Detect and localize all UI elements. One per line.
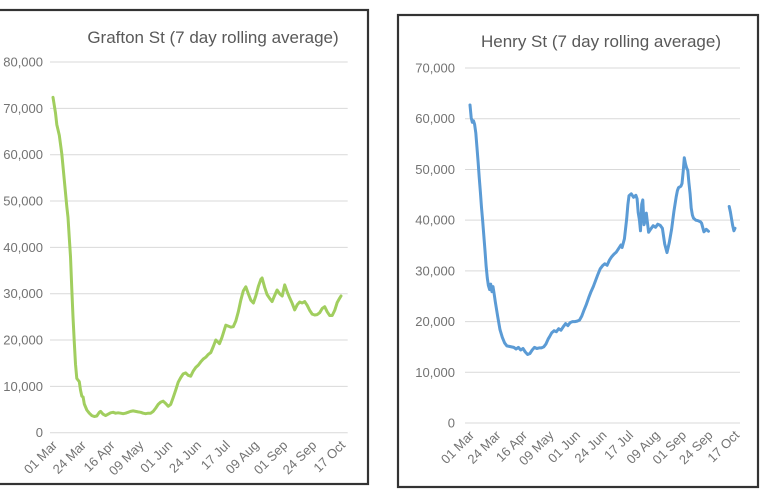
y-tick-label: 60,000 [3,147,43,162]
grafton-chart-title: Grafton St (7 day rolling average) [87,28,338,47]
series-line [727,205,737,233]
y-tick-label: 70,000 [415,61,455,76]
henry-chart: 0 10,000 20,000 30,000 40,000 50,000 60,000 70,… [396,13,760,489]
y-tick-label: 0 [448,416,455,431]
x-tick-label: 17 Oct [310,437,348,475]
henry-series [468,103,737,356]
y-tick-label: 50,000 [415,162,455,177]
y-tick-label: 0 [36,425,43,440]
henry-chart-border [396,13,760,489]
y-tick-label: 70,000 [3,101,43,116]
y-tick-label: 10,000 [3,379,43,394]
grafton-chart-border [0,8,370,486]
x-tick-label: 24 Jun [166,438,204,476]
y-tick-label: 20,000 [3,333,43,348]
series-line [51,95,343,418]
grafton-chart: 0 10,000 20,000 30,000 40,000 50,000 60,000 70,… [0,8,370,486]
y-tick-label: 50,000 [3,194,43,209]
henry-y-axis: 0 10,000 20,000 30,000 40,000 50,000 60,000 70,… [415,61,455,431]
y-tick-label: 60,000 [415,111,455,126]
henry-chart-title: Henry St (7 day rolling average) [481,32,721,51]
grafton-gridlines [50,61,348,434]
y-tick-label: 20,000 [415,314,455,329]
y-tick-label: 30,000 [3,286,43,301]
y-tick-label: 10,000 [415,365,455,380]
y-tick-label: 80,000 [3,55,43,70]
grafton-series [51,95,343,418]
y-tick-label: 40,000 [415,213,455,228]
grafton-y-axis: 0 10,000 20,000 30,000 40,000 50,000 60,000 70,… [3,55,43,441]
series-line [468,103,710,356]
y-tick-label: 40,000 [3,240,43,255]
henry-gridlines [465,67,740,424]
x-tick-label: 24 Mar [50,437,90,477]
y-tick-label: 30,000 [415,263,455,278]
